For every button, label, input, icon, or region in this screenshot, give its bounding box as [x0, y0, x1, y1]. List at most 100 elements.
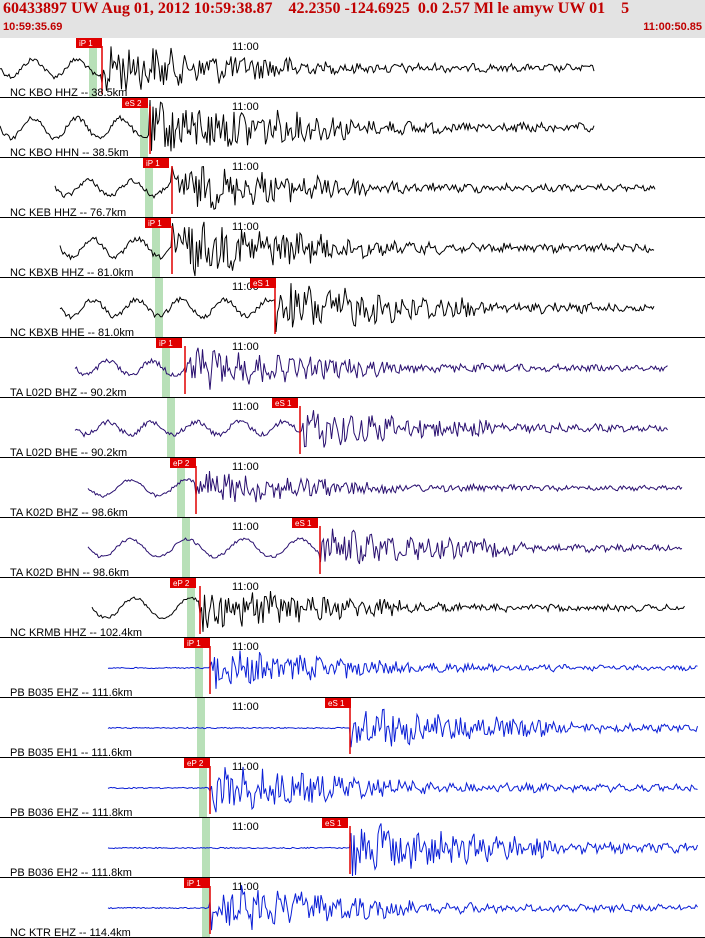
time-start-label: 10:59:35.69: [3, 21, 63, 33]
station-label: NC KBXB HHE -- 81.0km: [10, 327, 134, 339]
phase-band: [152, 218, 160, 278]
waveform: [87, 528, 683, 565]
station-label: NC KEB HHZ -- 76.7km: [10, 207, 126, 219]
pick-label-box: [325, 698, 351, 708]
seismogram-plot: 11:00 iP 1 NC KBO HHZ -- 38.5km 11:00 eS 2 NC…: [0, 38, 705, 938]
pick-label: iP 1: [187, 879, 201, 888]
time-tick-label: 11:00: [232, 41, 259, 53]
time-tick-label: 11:00: [232, 101, 259, 113]
time-tick-label: 11:00: [232, 881, 259, 893]
pick-label: eS 1: [275, 399, 292, 408]
station-label: TA K02D BHN -- 98.6km: [10, 567, 129, 579]
waveform: [107, 823, 698, 877]
trace-panel: 11:00 eP 2 NC KRMB HHZ -- 102.4km: [0, 578, 705, 639]
pick-label: eS 1: [325, 819, 342, 828]
pick-label: iP 1: [187, 639, 201, 648]
time-tick-label: 11:00: [232, 761, 259, 773]
trace-panel: 11:00 eS 1 PB B035 EH1 -- 111.6km: [0, 698, 705, 759]
station-label: PB B036 EHZ -- 111.8km: [10, 807, 132, 819]
trace-panel: 11:00 eP 2 TA K02D BHZ -- 98.6km: [0, 458, 705, 519]
pick-label-box: [272, 398, 298, 408]
waveform: [107, 885, 698, 931]
header-bar: 60433897 UW Aug 01, 2012 10:59:38.87 42.…: [0, 0, 705, 38]
pick-label: eS 1: [253, 279, 270, 288]
phase-band: [177, 458, 185, 518]
time-tick-label: 11:00: [232, 221, 259, 233]
pick-label: eP 2: [173, 459, 190, 468]
trace-panel: 11:00 iP 1 NC KBO HHZ -- 38.5km: [0, 38, 705, 99]
phase-band: [162, 338, 170, 398]
pick-label-box: [76, 38, 102, 48]
pick-label-box: [184, 758, 210, 768]
pick-label: iP 1: [148, 219, 162, 228]
pick-label: iP 1: [79, 39, 93, 48]
station-label: TA L02D BHZ -- 90.2km: [10, 387, 127, 399]
trace-panel: 11:00 eS 1 TA K02D BHN -- 98.6km: [0, 518, 705, 579]
waveform: [107, 766, 698, 813]
station-label: TA L02D BHE -- 90.2km: [10, 447, 127, 459]
station-label: PB B035 EH1 -- 111.6km: [10, 747, 132, 759]
trace-panel: 11:00 iP 1 NC KTR EHZ -- 114.4km: [0, 878, 705, 938]
phase-band: [89, 38, 97, 98]
trace-panel: 11:00 eS 2 NC KBO HHN -- 38.5km: [0, 98, 705, 159]
station-label: NC KBO HHN -- 38.5km: [10, 147, 129, 159]
waveform: [0, 99, 595, 152]
station-label: NC KRMB HHZ -- 102.4km: [10, 627, 142, 639]
time-end-label: 11:00:50.85: [643, 21, 702, 33]
time-tick-label: 11:00: [232, 161, 259, 173]
phase-band: [140, 98, 148, 158]
pick-label: eS 2: [125, 99, 142, 108]
pick-label-box: [292, 518, 318, 528]
phase-band: [167, 398, 175, 458]
trace-panel: 11:00 iP 1 TA L02D BHZ -- 90.2km: [0, 338, 705, 399]
waveform: [87, 470, 683, 503]
station-label: TA K02D BHZ -- 98.6km: [10, 507, 128, 519]
station-label: PB B036 EH2 -- 111.8km: [10, 867, 132, 879]
time-tick-label: 11:00: [232, 581, 259, 593]
waveform: [74, 410, 668, 448]
waveform: [54, 165, 656, 210]
station-label: NC KTR EHZ -- 114.4km: [10, 927, 131, 938]
waveform: [59, 283, 655, 333]
pick-label-box: [170, 578, 196, 588]
pick-label-box: [184, 638, 210, 648]
waveform: [91, 590, 685, 632]
pick-label-box: [184, 878, 210, 888]
waveform: [107, 708, 698, 748]
pick-label-box: [156, 338, 182, 348]
pick-label-box: [170, 458, 196, 468]
waveform: [107, 650, 698, 689]
pick-label: eS 1: [295, 519, 312, 528]
time-tick-label: 11:00: [232, 461, 259, 473]
pick-label-box: [250, 278, 276, 288]
pick-label: eP 2: [173, 579, 190, 588]
time-tick-label: 11:00: [232, 521, 259, 533]
trace-panel: 11:00 eS 1 TA L02D BHE -- 90.2km: [0, 398, 705, 459]
pick-label: iP 1: [159, 339, 173, 348]
waveform: [0, 46, 595, 91]
pick-label-box: [143, 158, 169, 168]
station-label: NC KBXB HHZ -- 81.0km: [10, 267, 133, 279]
trace-panel: 11:00 iP 1 PB B035 EHZ -- 111.6km: [0, 638, 705, 699]
pick-label-box: [145, 218, 171, 228]
pick-label: eS 1: [328, 699, 345, 708]
time-tick-label: 11:00: [232, 701, 259, 713]
time-tick-label: 11:00: [232, 401, 259, 413]
waveform: [74, 347, 668, 390]
pick-label-box: [322, 818, 348, 828]
phase-band: [182, 518, 190, 578]
trace-panel: 11:00 eP 2 PB B036 EHZ -- 111.8km: [0, 758, 705, 819]
waveform: [59, 221, 655, 277]
phase-band: [145, 158, 153, 218]
time-tick-label: 11:00: [232, 641, 259, 653]
phase-band: [187, 578, 195, 638]
pick-label: eP 2: [187, 759, 204, 768]
pick-label-box: [122, 98, 148, 108]
time-tick-label: 11:00: [232, 341, 259, 353]
trace-panel: 11:00 eS 1 PB B036 EH2 -- 111.8km: [0, 818, 705, 879]
pick-label: iP 1: [146, 159, 160, 168]
event-title: 60433897 UW Aug 01, 2012 10:59:38.87 42.…: [3, 0, 630, 17]
phase-band: [155, 278, 163, 338]
time-tick-label: 11:00: [232, 821, 259, 833]
